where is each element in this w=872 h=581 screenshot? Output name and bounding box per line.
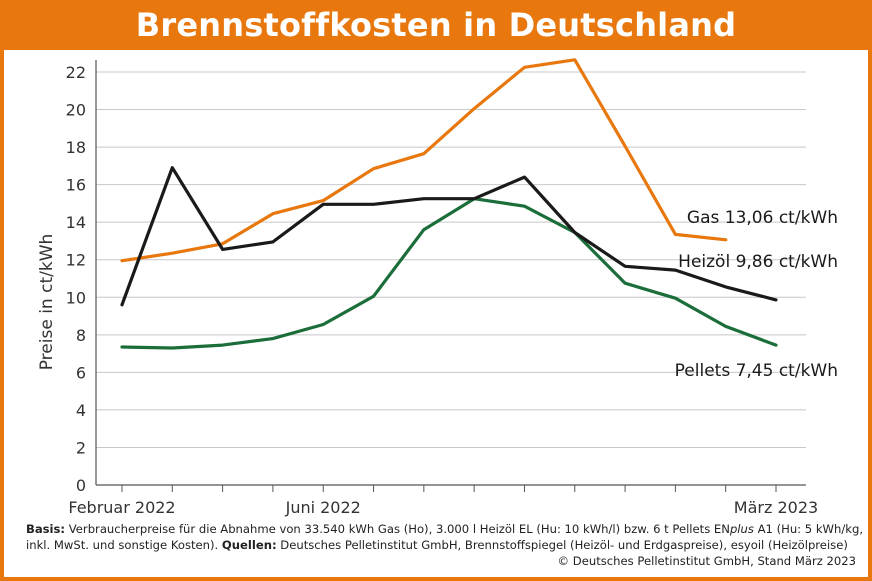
y-tick-label: 0 [76, 476, 86, 495]
y-tick-label: 4 [76, 401, 86, 420]
footnote: Basis: Verbraucherpreise für die Abnahme… [26, 521, 863, 569]
x-tick-label: Februar 2022 [68, 498, 175, 517]
basis-plus: plus [729, 522, 754, 536]
y-tick-label: 16 [66, 176, 86, 195]
title-banner: Brennstoffkosten in Deutschland [0, 0, 872, 50]
y-tick-label: 8 [76, 326, 86, 345]
y-tick-label: 10 [66, 288, 86, 307]
basis-text: Verbraucherpreise für die Abnahme von 33… [65, 522, 730, 536]
footnote-sources-line: inkl. MwSt. und sonstige Kosten). Quelle… [26, 537, 856, 553]
series-end-label-pellets: Pellets 7,45 ct/kWh [675, 361, 838, 381]
x-tick-label: Juni 2022 [285, 498, 361, 517]
series-end-label-gas: Gas 13,06 ct/kWh [687, 208, 838, 228]
y-tick-label: 18 [66, 138, 86, 157]
series-end-label-heizl: Heizöl 9,86 ct/kWh [678, 252, 838, 272]
y-axis-label: Preise in ct/kWh [37, 234, 57, 371]
sources-text: Deutsches Pelletinstitut GmbH, Brennstof… [276, 538, 848, 552]
y-tick-label: 22 [66, 63, 86, 82]
sources-label: Quellen: [221, 538, 277, 552]
basis-continuation: inkl. MwSt. und sonstige Kosten). [26, 538, 222, 552]
y-tick-label: 14 [66, 213, 86, 232]
basis-text-end: A1 (Hu: 5 kWh/kg, [753, 522, 864, 536]
y-tick-label: 6 [76, 363, 86, 382]
copyright: © Deutsches Pelletinstitut GmbH, Stand M… [557, 554, 856, 568]
chart-title: Brennstoffkosten in Deutschland [135, 6, 737, 44]
basis-label: Basis: [26, 522, 66, 536]
series-line-heizl [120, 166, 778, 307]
footnote-basis-line: Basis: Verbraucherpreise für die Abnahme… [26, 521, 863, 537]
y-tick-label: 12 [66, 251, 86, 270]
y-tick-label: 2 [76, 438, 86, 457]
y-tick-label: 20 [66, 101, 86, 120]
series-line-gas [120, 58, 728, 263]
series-line-pellets [120, 197, 778, 350]
x-tick-label: März 2023 [734, 498, 818, 517]
